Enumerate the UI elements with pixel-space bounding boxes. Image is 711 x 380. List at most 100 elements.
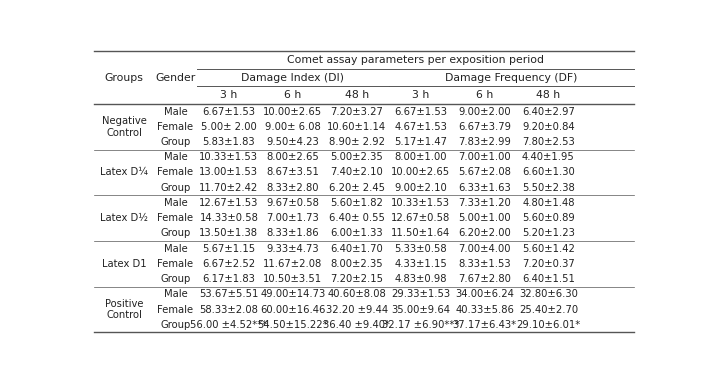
Text: 11.50±1.64: 11.50±1.64 (391, 228, 450, 238)
Text: 7.00±4.00: 7.00±4.00 (459, 244, 510, 253)
Text: 5.50±2.38: 5.50±2.38 (522, 183, 574, 193)
Text: Male: Male (164, 106, 187, 117)
Text: 8.67±3.51: 8.67±3.51 (267, 168, 319, 177)
Text: Female: Female (157, 122, 193, 132)
Text: Group: Group (160, 183, 191, 193)
Text: Female: Female (157, 168, 193, 177)
Text: Damage Index (DI): Damage Index (DI) (241, 73, 344, 83)
Text: 4.40±1.95: 4.40±1.95 (522, 152, 574, 162)
Text: Group: Group (160, 228, 191, 238)
Text: 29.10±6.01*: 29.10±6.01* (516, 320, 581, 330)
Text: 6.67±1.53: 6.67±1.53 (203, 106, 255, 117)
Text: 10.33±1.53: 10.33±1.53 (391, 198, 450, 208)
Text: 10.33±1.53: 10.33±1.53 (199, 152, 258, 162)
Text: 4.33±1.15: 4.33±1.15 (394, 259, 447, 269)
Text: 6 h: 6 h (284, 90, 301, 100)
Text: 7.33±1.20: 7.33±1.20 (458, 198, 511, 208)
Text: 58.33±2.08: 58.33±2.08 (199, 304, 258, 315)
Text: 36.40 ±9.40*: 36.40 ±9.40* (324, 320, 390, 330)
Text: 34.00±6.24: 34.00±6.24 (455, 289, 514, 299)
Text: 8.33±2.80: 8.33±2.80 (267, 183, 319, 193)
Text: 5.00±2.35: 5.00±2.35 (331, 152, 383, 162)
Text: 5.20±1.23: 5.20±1.23 (522, 228, 575, 238)
Text: 53.67±5.51: 53.67±5.51 (199, 289, 259, 299)
Text: 6.40±2.97: 6.40±2.97 (522, 106, 575, 117)
Text: 12.67±0.58: 12.67±0.58 (391, 213, 450, 223)
Text: 6.17±1.83: 6.17±1.83 (203, 274, 255, 284)
Text: 9.00±2.10: 9.00±2.10 (394, 183, 447, 193)
Text: 8.00±2.35: 8.00±2.35 (331, 259, 383, 269)
Text: 6.40±1.70: 6.40±1.70 (331, 244, 383, 253)
Text: 5.00±1.00: 5.00±1.00 (458, 213, 510, 223)
Text: 10.50±3.51: 10.50±3.51 (263, 274, 322, 284)
Text: 8.33±1.86: 8.33±1.86 (267, 228, 319, 238)
Text: Latex D¼: Latex D¼ (100, 168, 148, 177)
Text: 7.67±2.80: 7.67±2.80 (458, 274, 511, 284)
Text: Latex D½: Latex D½ (100, 213, 148, 223)
Text: 5.17±1.47: 5.17±1.47 (394, 137, 447, 147)
Text: 54.50±15.22*: 54.50±15.22* (257, 320, 328, 330)
Text: 10.60±1.14: 10.60±1.14 (327, 122, 386, 132)
Text: 32.20 ±9.44: 32.20 ±9.44 (326, 304, 387, 315)
Text: 6.67±2.52: 6.67±2.52 (202, 259, 255, 269)
Text: 11.70±2.42: 11.70±2.42 (199, 183, 259, 193)
Text: 6.67±1.53: 6.67±1.53 (394, 106, 447, 117)
Text: 56.00 ±4.52***: 56.00 ±4.52*** (191, 320, 267, 330)
Text: 7.00±1.00: 7.00±1.00 (458, 152, 510, 162)
Text: Positive
Control: Positive Control (105, 299, 144, 320)
Text: Male: Male (164, 152, 187, 162)
Text: 40.33±5.86: 40.33±5.86 (455, 304, 514, 315)
Text: 7.40±2.10: 7.40±2.10 (331, 168, 383, 177)
Text: 32.17 ±6.90***: 32.17 ±6.90*** (382, 320, 459, 330)
Text: 48 h: 48 h (345, 90, 369, 100)
Text: Male: Male (164, 244, 187, 253)
Text: 7.20±0.37: 7.20±0.37 (522, 259, 574, 269)
Text: 6.33±1.63: 6.33±1.63 (458, 183, 511, 193)
Text: 4.67±1.53: 4.67±1.53 (394, 122, 447, 132)
Text: 9.33±4.73: 9.33±4.73 (267, 244, 319, 253)
Text: Group: Group (160, 320, 191, 330)
Text: 3 h: 3 h (220, 90, 237, 100)
Text: 60.00±16.46: 60.00±16.46 (260, 304, 326, 315)
Text: 8.33±1.53: 8.33±1.53 (458, 259, 510, 269)
Text: 32.80±6.30: 32.80±6.30 (519, 289, 578, 299)
Text: Male: Male (164, 289, 187, 299)
Text: Group: Group (160, 137, 191, 147)
Text: 5.67±2.08: 5.67±2.08 (458, 168, 511, 177)
Text: 8.90± 2.92: 8.90± 2.92 (328, 137, 385, 147)
Text: 7.00±1.73: 7.00±1.73 (267, 213, 319, 223)
Text: 11.67±2.08: 11.67±2.08 (263, 259, 322, 269)
Text: Female: Female (157, 213, 193, 223)
Text: 6.20± 2.45: 6.20± 2.45 (328, 183, 385, 193)
Text: 25.40±2.70: 25.40±2.70 (519, 304, 578, 315)
Text: Gender: Gender (155, 73, 196, 83)
Text: 6.40± 0.55: 6.40± 0.55 (328, 213, 385, 223)
Text: 9.50±4.23: 9.50±4.23 (267, 137, 319, 147)
Text: 5.60±1.42: 5.60±1.42 (522, 244, 575, 253)
Text: 4.83±0.98: 4.83±0.98 (395, 274, 447, 284)
Text: 10.00±2.65: 10.00±2.65 (391, 168, 450, 177)
Text: 14.33±0.58: 14.33±0.58 (199, 213, 258, 223)
Text: 5.60±0.89: 5.60±0.89 (522, 213, 574, 223)
Text: 5.00± 2.00: 5.00± 2.00 (201, 122, 257, 132)
Text: 5.67±1.15: 5.67±1.15 (202, 244, 255, 253)
Text: 6.00±1.33: 6.00±1.33 (331, 228, 383, 238)
Text: 7.20±2.15: 7.20±2.15 (330, 274, 383, 284)
Text: 7.20±3.27: 7.20±3.27 (330, 106, 383, 117)
Text: 3 h: 3 h (412, 90, 429, 100)
Text: 8.00±1.00: 8.00±1.00 (395, 152, 447, 162)
Text: 8.00±2.65: 8.00±2.65 (267, 152, 319, 162)
Text: 5.83±1.83: 5.83±1.83 (203, 137, 255, 147)
Text: 40.60±8.08: 40.60±8.08 (327, 289, 386, 299)
Text: 6 h: 6 h (476, 90, 493, 100)
Text: Latex D1: Latex D1 (102, 259, 146, 269)
Text: Group: Group (160, 274, 191, 284)
Text: 6.20±2.00: 6.20±2.00 (458, 228, 511, 238)
Text: 10.00±2.65: 10.00±2.65 (263, 106, 322, 117)
Text: Damage Frequency (DF): Damage Frequency (DF) (445, 73, 578, 83)
Text: 9.20±0.84: 9.20±0.84 (522, 122, 574, 132)
Text: 9.00± 6.08: 9.00± 6.08 (265, 122, 321, 132)
Text: 37.17±6.43*: 37.17±6.43* (452, 320, 517, 330)
Text: 9.00±2.00: 9.00±2.00 (458, 106, 510, 117)
Text: Female: Female (157, 304, 193, 315)
